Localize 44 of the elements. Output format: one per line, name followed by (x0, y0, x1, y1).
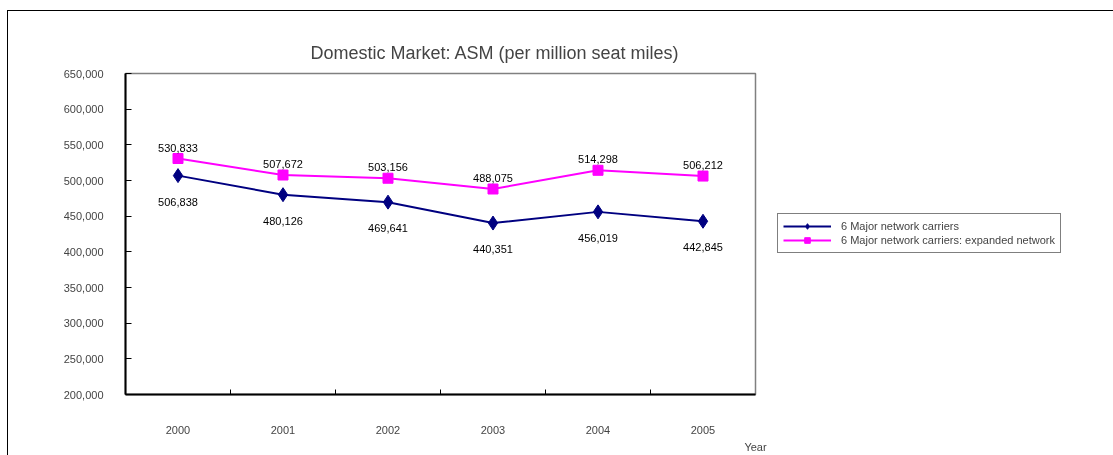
x-tick-label: 2003 (480, 423, 506, 436)
data-label: 514,298 (578, 153, 618, 166)
data-label: 530,833 (158, 141, 198, 154)
data-label: 440,351 (473, 243, 513, 256)
point (592, 164, 604, 176)
chart-title: Domestic Market: ASM (per million seat miles) (310, 42, 679, 63)
legend-label: 6 Major network carriers: expanded network (841, 233, 1055, 247)
x-tick-label: 2002 (375, 423, 401, 436)
y-tick-label: 600,000 (63, 103, 104, 116)
data-label: 469,641 (368, 222, 408, 235)
y-tick-label: 550,000 (63, 138, 104, 151)
y-tick-label: 350,000 (63, 281, 104, 294)
y-tick-label: 650,000 (63, 67, 104, 80)
point (382, 194, 394, 210)
x-tick-label: 2004 (585, 423, 611, 436)
data-label: 456,019 (578, 231, 618, 244)
point (172, 153, 184, 165)
x-tick-label: 2005 (690, 423, 716, 436)
y-tick-label: 200,000 (63, 388, 104, 401)
data-label: 506,838 (158, 195, 198, 208)
y-tick-label: 450,000 (63, 210, 104, 223)
data-label: 480,126 (263, 214, 303, 227)
point (697, 213, 709, 229)
point (487, 215, 499, 231)
point (277, 187, 289, 203)
x-axis-title: Year (744, 440, 767, 453)
x-tick-label: 2001 (270, 423, 296, 436)
point (382, 172, 394, 184)
y-tick-label: 400,000 (63, 245, 104, 258)
point (172, 168, 184, 184)
point (487, 183, 499, 195)
y-tick-label: 300,000 (63, 317, 104, 330)
point (592, 204, 604, 220)
point (697, 170, 709, 182)
data-label: 507,672 (263, 158, 303, 171)
y-tick-label: 250,000 (63, 352, 104, 365)
legend-label: 6 Major network carriers (841, 219, 959, 233)
y-tick-label: 500,000 (63, 174, 104, 187)
data-label: 506,212 (683, 159, 723, 172)
data-label: 488,075 (473, 172, 513, 185)
data-label: 503,156 (368, 161, 408, 174)
point (277, 169, 289, 181)
data-label: 442,845 (683, 241, 723, 254)
x-tick-label: 2000 (165, 423, 191, 436)
